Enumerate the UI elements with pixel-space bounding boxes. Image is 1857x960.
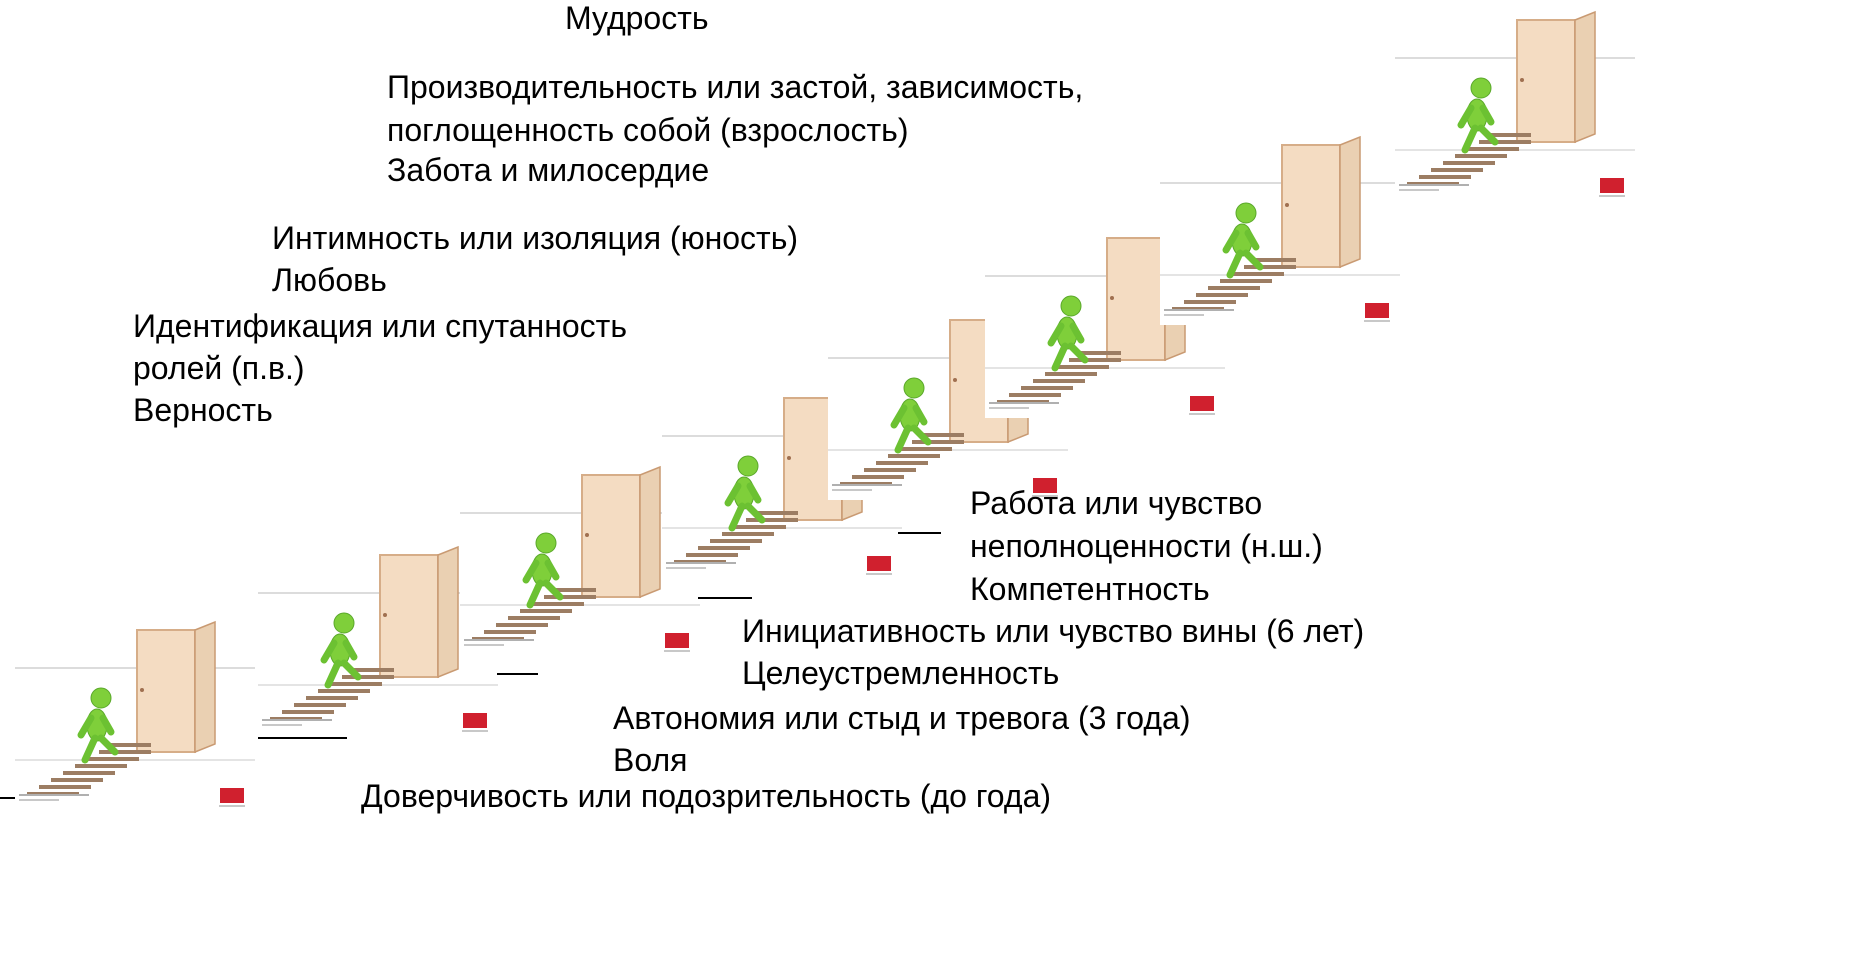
stage-text: Компетентность [970,571,1210,607]
stage-text: Работа или чувство [970,485,1262,521]
stage-text: Производительность или застой, зависимос… [387,69,1083,105]
stage-text: Автономия или стыд и тревога (3 года) [613,700,1190,736]
stage-text: Воля [613,742,687,778]
stair-image [1395,0,1635,200]
stage-text: Целеустремленность [742,655,1059,691]
stage-text: Доверчивость или подозрительность (до го… [361,778,1051,814]
stage-text: Инициативность или чувство вины (6 лет) [742,613,1364,649]
stage-text: Любовь [272,262,387,298]
stage-text: Идентификация или спутанность [133,308,627,344]
stair-image [1160,125,1400,325]
stage-text: Верность [133,392,273,428]
stair-image [15,610,255,810]
slide: Мудрость Производительность или застой, … [0,0,1857,960]
stage-text: поглощенность собой (взрослость) [387,112,908,148]
stage-text: Интимность или изоляция (юность) [272,220,798,256]
stage-text: Мудрость [565,0,709,36]
stage-text: Забота и милосердие [387,152,709,188]
stage-text: неполноценности (н.ш.) [970,528,1323,564]
stage-text: ролей (п.в.) [133,350,305,386]
illustration [0,0,1857,960]
